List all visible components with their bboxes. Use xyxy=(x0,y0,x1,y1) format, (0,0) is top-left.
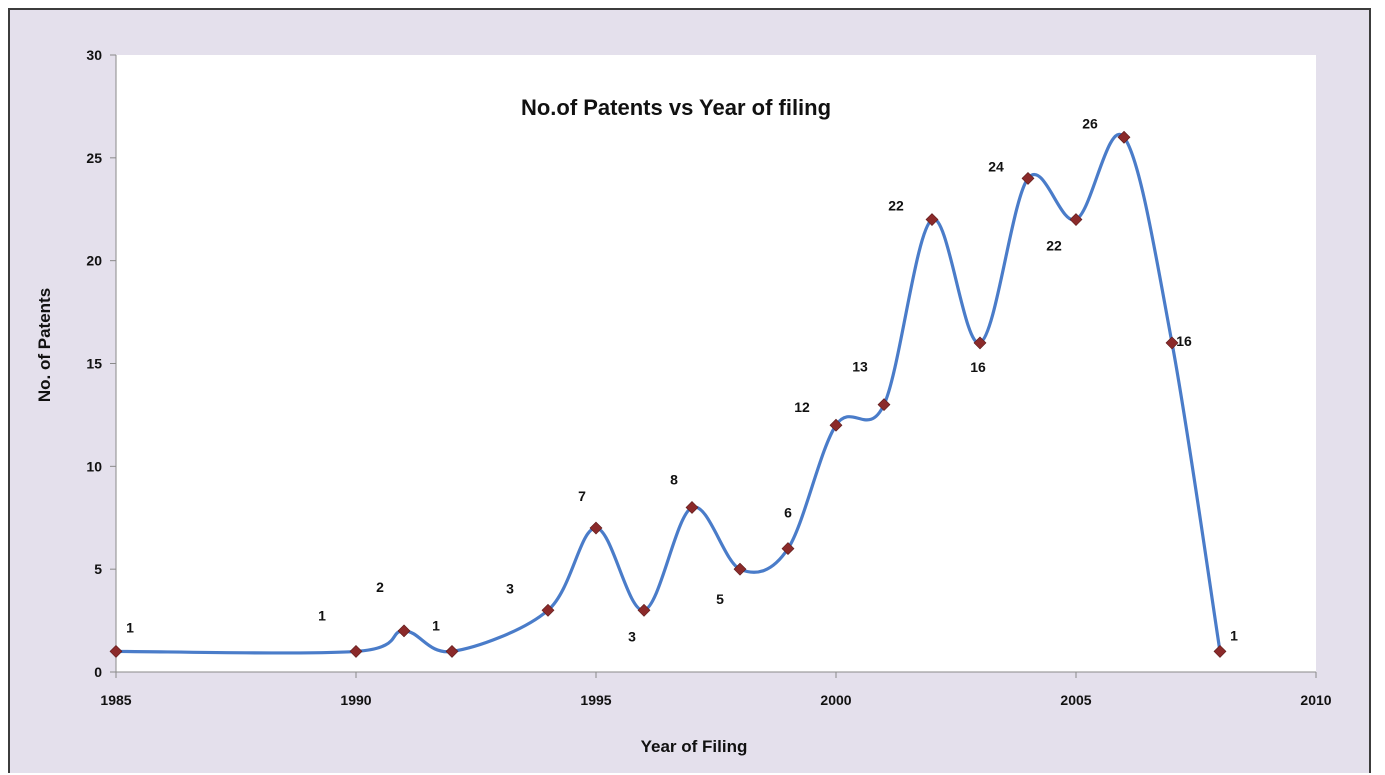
chart-frame: No.of Patents vs Year of filing Year of … xyxy=(8,8,1371,773)
data-marker xyxy=(1117,130,1131,144)
data-marker xyxy=(637,603,651,617)
data-marker xyxy=(589,521,603,535)
x-tick-label: 2005 xyxy=(1060,692,1091,708)
data-label: 16 xyxy=(1176,333,1192,349)
data-label: 26 xyxy=(1082,115,1098,131)
x-tick-label: 1985 xyxy=(100,692,131,708)
x-tick-label: 2000 xyxy=(820,692,851,708)
y-tick-label: 30 xyxy=(86,47,102,63)
y-tick-label: 10 xyxy=(86,458,102,474)
data-label: 3 xyxy=(628,628,636,644)
data-label: 16 xyxy=(970,359,986,375)
data-label: 6 xyxy=(784,505,792,521)
data-marker xyxy=(685,501,699,514)
data-marker xyxy=(925,213,939,226)
data-label: 22 xyxy=(1046,238,1062,254)
data-label: 7 xyxy=(578,488,586,504)
data-label: 5 xyxy=(716,591,724,607)
y-tick-label: 20 xyxy=(86,253,102,269)
data-marker xyxy=(1021,171,1035,185)
data-label: 13 xyxy=(852,359,868,375)
y-tick-label: 15 xyxy=(86,356,102,372)
x-tick-label: 1995 xyxy=(580,692,611,708)
data-marker xyxy=(733,562,747,576)
data-marker xyxy=(1165,336,1179,350)
data-marker xyxy=(109,645,123,658)
data-marker xyxy=(781,542,795,556)
data-marker xyxy=(973,336,987,350)
data-marker xyxy=(829,418,843,432)
data-marker xyxy=(1069,213,1083,226)
data-label: 3 xyxy=(506,580,514,596)
x-axis-title: Year of Filing xyxy=(641,737,748,756)
y-tick-label: 25 xyxy=(86,150,102,166)
x-tick-label: 2010 xyxy=(1300,692,1331,708)
plot-area xyxy=(116,55,1316,672)
y-axis-title: No. of Patents xyxy=(35,288,54,402)
data-label: 1 xyxy=(1230,627,1238,643)
data-label: 8 xyxy=(670,471,678,487)
y-axis-ticks: 0 5 10 15 20 25 30 xyxy=(86,47,116,680)
data-label: 24 xyxy=(988,158,1004,174)
data-label: 1 xyxy=(318,607,326,623)
data-marker xyxy=(445,645,459,658)
chart-title: No.of Patents vs Year of filing xyxy=(521,95,831,120)
x-tick-label: 1990 xyxy=(340,692,371,708)
data-marker xyxy=(877,398,891,412)
data-label: 12 xyxy=(794,399,810,415)
x-axis-ticks: 1985 1990 1995 2000 2005 2010 xyxy=(100,672,1332,708)
data-markers xyxy=(109,130,1227,658)
data-label: 22 xyxy=(888,198,904,214)
data-marker xyxy=(397,624,411,638)
data-marker xyxy=(541,603,555,617)
y-tick-label: 5 xyxy=(94,561,102,577)
data-marker xyxy=(349,645,363,658)
data-label: 2 xyxy=(376,579,384,595)
y-tick-label: 0 xyxy=(94,664,102,680)
data-label: 1 xyxy=(432,617,440,633)
line-chart: No.of Patents vs Year of filing Year of … xyxy=(35,47,1332,756)
data-marker xyxy=(1213,645,1227,658)
data-label: 1 xyxy=(126,619,134,635)
